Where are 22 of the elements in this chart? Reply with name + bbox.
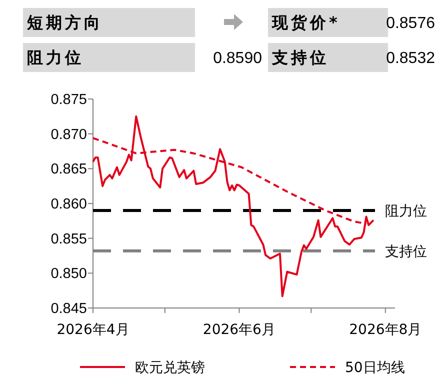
- x-tick-label: 2026年8月: [349, 322, 422, 338]
- y-tick-label: 0.855: [50, 231, 87, 248]
- text: 短期方向: [26, 13, 103, 32]
- text: 支持位: [271, 48, 329, 67]
- y-tick-label: 0.850: [50, 266, 87, 282]
- ref-line-label: 阻力位: [385, 203, 427, 220]
- x-tick-label: 2026年6月: [202, 322, 276, 338]
- y-tick-label: 0.870: [50, 126, 87, 143]
- ref-line-label: 支持位: [385, 244, 427, 260]
- text: 现货价*: [271, 13, 340, 32]
- line-series: [92, 115, 374, 298]
- text: 0.8576: [386, 15, 436, 32]
- text: 0.8532: [386, 50, 436, 67]
- x-tick-label: 2026年4月: [56, 322, 130, 338]
- y-tick-label: 0.860: [50, 196, 87, 212]
- text: 阻力位: [27, 48, 84, 67]
- y-tick-label: 0.865: [50, 162, 87, 178]
- y-tick-label: 0.845: [50, 301, 87, 317]
- legend-label: 欧元兑英镑: [135, 360, 205, 376]
- legend-label: 50日均线: [345, 360, 405, 376]
- y-tick-label: 0.875: [50, 92, 87, 108]
- text: 0.8590: [213, 50, 262, 67]
